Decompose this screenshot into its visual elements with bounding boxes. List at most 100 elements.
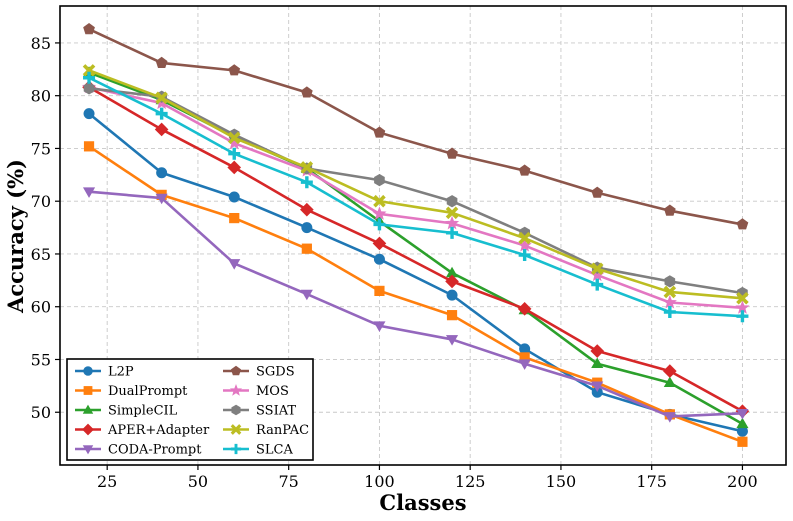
point-coda-prompt-60 — [228, 259, 241, 270]
y-tick-label-80: 80 — [31, 87, 51, 106]
point-coda-prompt-180 — [663, 412, 676, 423]
point-coda-prompt-40 — [155, 193, 168, 205]
point-ranpac-160 — [590, 262, 604, 276]
point-l2p-60 — [228, 191, 240, 203]
legend: L2P DualPrompt SimpleCIL APER+Adapter CODA-P… — [66, 358, 314, 461]
series-coda-prompt — [82, 187, 749, 423]
y-tick-label-50: 50 — [31, 403, 51, 422]
point-slca-80 — [300, 176, 313, 189]
x-axis-title: Classes — [379, 490, 466, 515]
point-l2p-20 — [83, 108, 95, 120]
legend-label-ssiat: SSIAT — [256, 404, 296, 419]
legend-marker-coda-prompt — [82, 445, 94, 455]
series-sgds — [83, 23, 749, 230]
series-line-l2p — [88, 112, 743, 433]
point-sgds-40 — [155, 56, 168, 68]
point-aper-adapter-80 — [300, 202, 314, 217]
point-ssiat-20 — [83, 82, 95, 95]
x-tick-label-125: 125 — [455, 472, 486, 491]
y-tick-label-70: 70 — [31, 192, 51, 211]
x-tick-label-150: 150 — [546, 472, 577, 491]
series-line-coda-prompt — [88, 190, 743, 418]
point-slca-140 — [518, 249, 531, 262]
series-l2p — [83, 108, 748, 437]
point-coda-prompt-100 — [373, 321, 386, 332]
legend-item-ranpac: RanPAC — [223, 423, 309, 438]
series-line-ranpac — [88, 69, 743, 300]
legend-item-aper-adapter: APER+Adapter — [75, 423, 210, 438]
point-sgds-200 — [736, 218, 749, 230]
series-line-slca — [88, 76, 743, 318]
point-ssiat-100 — [374, 173, 385, 187]
legend-item-simplecil: SimpleCIL — [75, 404, 178, 419]
point-sgds-140 — [518, 164, 531, 176]
point-ssiat-120 — [446, 195, 458, 208]
legend-label-aper-adapter: APER+Adapter — [107, 423, 210, 438]
point-simplecil-180 — [663, 376, 676, 388]
point-aper-adapter-140 — [517, 302, 532, 316]
point-dualprompt-120 — [446, 310, 458, 321]
point-ranpac-180 — [663, 285, 677, 299]
point-slca-200 — [736, 310, 749, 323]
legend-box — [66, 358, 314, 461]
legend-label-coda-prompt: CODA-Prompt — [108, 443, 202, 458]
point-aper-adapter-40 — [154, 122, 169, 137]
legend-marker-dualprompt — [83, 386, 93, 395]
point-sgds-20 — [83, 23, 95, 35]
point-ranpac-140 — [518, 231, 531, 245]
point-dualprompt-100 — [374, 285, 385, 296]
point-slca-40 — [155, 107, 168, 120]
point-sgds-180 — [663, 204, 676, 216]
legend-marker-l2p — [83, 366, 93, 376]
point-aper-adapter-160 — [590, 344, 605, 358]
point-ranpac-80 — [300, 161, 314, 174]
y-tick-label-60: 60 — [31, 298, 51, 317]
point-mos-140 — [517, 238, 532, 252]
point-l2p-80 — [301, 222, 313, 234]
y-tick-label-85: 85 — [31, 34, 51, 53]
point-aper-adapter-60 — [227, 160, 242, 175]
x-tick-label-75: 75 — [279, 472, 299, 491]
point-l2p-40 — [156, 167, 168, 179]
point-coda-prompt-140 — [518, 359, 531, 370]
point-coda-prompt-200 — [736, 408, 749, 420]
x-tick-label-175: 175 — [636, 472, 667, 491]
point-simplecil-160 — [591, 357, 604, 369]
x-tick-label-200: 200 — [727, 472, 758, 491]
x-tick-label-50: 50 — [188, 472, 208, 491]
series-layer — [81, 23, 750, 447]
point-sgds-100 — [373, 126, 386, 138]
point-mos-100 — [372, 206, 387, 220]
point-slca-20 — [83, 71, 96, 84]
series-line-ssiat — [88, 87, 743, 295]
point-dualprompt-200 — [737, 436, 748, 447]
y-axis-title: Accuracy (%) — [3, 159, 28, 314]
tick-layer: 25 50 75 100 125 150 175 200 50 55 60 65 70 75 80 85 — [31, 34, 758, 491]
y-tick-label-65: 65 — [31, 245, 51, 264]
legend-label-sgds: SGDS — [256, 365, 295, 380]
point-ssiat-180 — [664, 275, 676, 288]
legend-marker-ranpac — [230, 424, 242, 435]
point-coda-prompt-20 — [82, 187, 96, 198]
legend-marker-ssiat — [231, 404, 241, 416]
series-line-mos — [88, 85, 743, 310]
legend-label-dualprompt: DualPrompt — [108, 384, 188, 399]
legend-label-l2p: L2P — [108, 365, 134, 380]
point-slca-160 — [591, 278, 604, 291]
legend-item-slca: SLCA — [223, 443, 293, 458]
point-coda-prompt-120 — [445, 335, 459, 346]
y-tick-label-75: 75 — [31, 139, 51, 158]
point-sgds-60 — [228, 64, 241, 76]
point-mos-120 — [444, 215, 460, 230]
legend-label-slca: SLCA — [256, 443, 293, 458]
legend-marker-mos — [229, 384, 243, 396]
plot-frame — [59, 5, 787, 466]
point-aper-adapter-180 — [663, 364, 677, 378]
point-ranpac-100 — [373, 194, 386, 208]
legend-item-l2p: L2P — [75, 365, 134, 380]
legend-label-mos: MOS — [256, 384, 289, 399]
y-tick-label-55: 55 — [31, 350, 51, 369]
legend-label-simplecil: SimpleCIL — [108, 404, 178, 419]
legend-marker-aper-adapter — [82, 423, 94, 436]
